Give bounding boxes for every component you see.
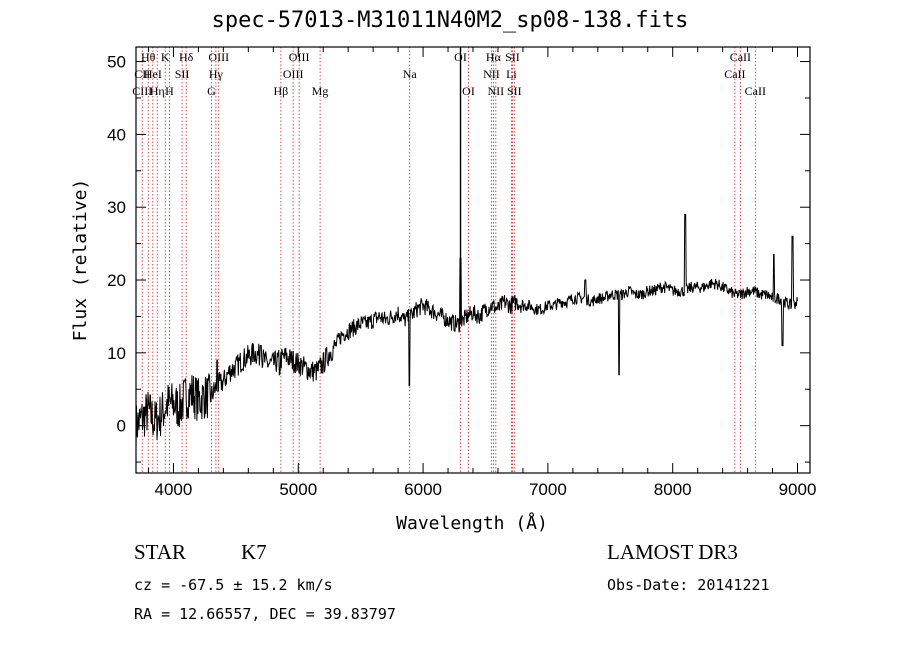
coordinates-readout: RA = 12.66557, DEC = 39.83797	[134, 605, 396, 623]
line-marker-label: HeI	[144, 67, 162, 81]
x-tick-label: 7000	[529, 480, 567, 499]
line-marker-label: OIII	[208, 50, 229, 64]
line-marker-label: OIII	[289, 50, 310, 64]
line-marker-label: Hγ	[209, 67, 224, 81]
y-tick-label: 50	[107, 53, 126, 72]
line-marker-label: Na	[403, 67, 418, 81]
line-marker-label: OI	[462, 84, 475, 98]
x-tick-label: 5000	[279, 480, 317, 499]
line-marker-label: G	[207, 84, 216, 98]
spectrum-series	[136, 47, 798, 450]
line-marker-label: Hδ	[179, 50, 194, 64]
line-marker-label: SII	[507, 84, 522, 98]
chart-title: spec-57013-M31011N40M2_sp08-138.fits	[211, 8, 689, 33]
line-marker-label: CaII	[724, 67, 745, 81]
line-marker-label: Hβ	[274, 84, 289, 98]
line-marker-label: CaII	[745, 84, 766, 98]
object-subclass: K7	[241, 540, 267, 564]
axis-ticks	[136, 47, 810, 473]
line-marker-label: Hη	[150, 84, 165, 98]
x-tick-label: 6000	[404, 480, 442, 499]
spectrum-line	[136, 214, 798, 450]
redshift-readout: cz = -67.5 ± 15.2 km/s	[134, 576, 333, 594]
line-marker-group	[141, 47, 756, 473]
axis-tick-labels: 4000 5000 6000 7000 8000 9000 0 10 20 30 40 50	[107, 53, 816, 499]
observation-date: Obs-Date: 20141221	[607, 576, 770, 594]
line-marker-label: CaII	[730, 50, 751, 64]
survey-name: LAMOST DR3	[607, 540, 738, 564]
line-marker-label: Hθ	[141, 50, 156, 64]
x-tick-label: 8000	[654, 480, 692, 499]
x-tick-label: 9000	[779, 480, 817, 499]
x-tick-label: 4000	[155, 480, 193, 499]
plot-frame	[135, 46, 811, 474]
line-marker-label: H	[165, 84, 174, 98]
line-marker-label: NII	[483, 67, 500, 81]
line-marker-label: K	[161, 50, 170, 64]
y-tick-label: 40	[107, 125, 126, 144]
line-marker-label: SII	[505, 50, 520, 64]
x-axis-label: Wavelength (Å)	[396, 512, 548, 534]
line-marker-label: NII	[488, 84, 505, 98]
line-marker-label: Mg	[312, 84, 329, 98]
object-class: STAR	[134, 540, 186, 564]
y-tick-label: 10	[107, 344, 126, 363]
line-marker-label: Hα	[486, 50, 502, 64]
line-marker-label: OIII	[283, 67, 304, 81]
y-axis-label: Flux (relative)	[70, 179, 91, 342]
line-marker-label: CII	[134, 67, 150, 81]
y-tick-label: 0	[117, 417, 126, 436]
line-marker-label: CIII	[132, 84, 152, 98]
y-tick-label: 20	[107, 271, 126, 290]
y-tick-label: 30	[107, 198, 126, 217]
line-marker-label: SII	[175, 67, 190, 81]
line-marker-label: Li	[506, 67, 517, 81]
